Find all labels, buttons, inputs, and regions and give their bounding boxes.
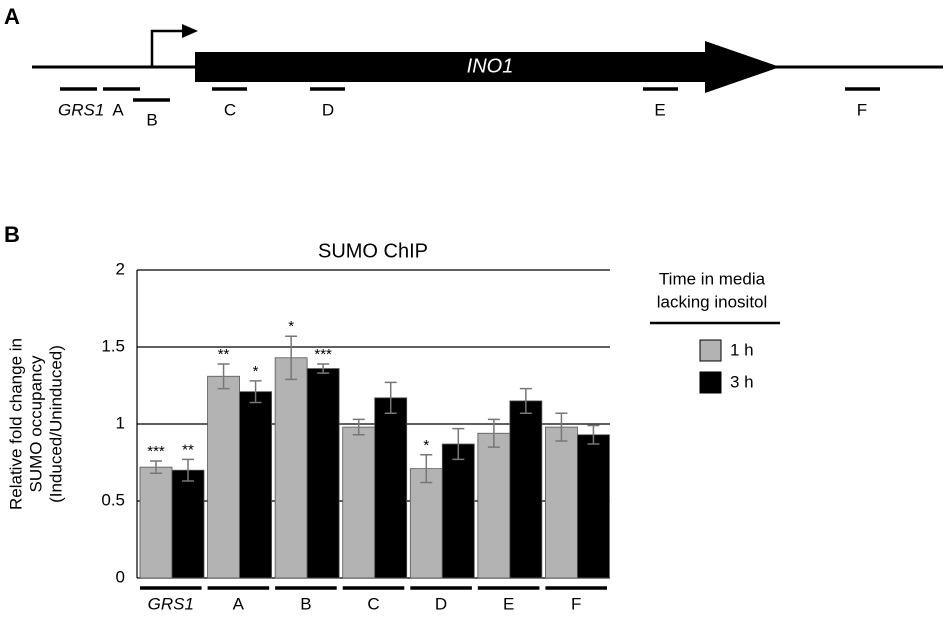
bar xyxy=(441,443,475,579)
bar xyxy=(577,434,610,579)
error-bar xyxy=(587,424,600,445)
significance: * xyxy=(288,318,294,335)
x-tick-label: C xyxy=(367,594,379,613)
legend-title: Time in media xyxy=(659,269,766,288)
amplicon-label: C xyxy=(224,100,236,119)
amplicon-label: A xyxy=(112,100,124,119)
error-bar xyxy=(285,335,298,381)
y-axis-title-line: (Induced/Uninduced) xyxy=(46,345,65,503)
chart-title: SUMO ChIP xyxy=(318,240,428,262)
x-tick-label: E xyxy=(503,594,514,613)
significance: * xyxy=(253,363,259,380)
error-bar xyxy=(249,380,262,404)
bar xyxy=(306,368,340,579)
legend-title: lacking inositol xyxy=(657,292,768,311)
gene-arrow xyxy=(195,41,780,93)
significance: ** xyxy=(218,346,230,363)
amplicon-label: B xyxy=(146,110,157,129)
y-tick-label: 1 xyxy=(116,413,125,432)
significance: * xyxy=(423,437,429,454)
x-tick-label: F xyxy=(571,594,581,613)
error-bar xyxy=(352,418,365,436)
bar xyxy=(139,466,173,579)
amplicon-label: GRS1 xyxy=(58,100,104,119)
error-bar xyxy=(217,363,230,390)
legend-label: 1 h xyxy=(730,340,754,359)
amplicon-label: E xyxy=(654,100,665,119)
legend-swatch xyxy=(699,371,722,394)
y-tick-label: 2 xyxy=(116,259,125,278)
error-bar xyxy=(182,458,194,482)
error-bar xyxy=(420,454,433,484)
y-tick-label: 0 xyxy=(116,567,125,586)
x-tick-label: D xyxy=(435,594,447,613)
error-bar xyxy=(555,412,568,442)
promoter-arrow xyxy=(150,29,183,67)
bar xyxy=(207,375,240,579)
y-tick-label: 1.5 xyxy=(101,336,125,355)
panel-label: A xyxy=(4,4,20,29)
error-bar xyxy=(317,363,330,374)
legend-label: 3 h xyxy=(730,372,754,391)
panel-label: B xyxy=(4,222,20,247)
error-bar xyxy=(150,460,162,475)
y-axis-title: Relative fold change in SUMO occupancy (… xyxy=(6,338,65,510)
error-bar xyxy=(452,427,465,461)
y-axis-title-line: SUMO occupancy xyxy=(26,355,45,492)
amplicon-label: D xyxy=(322,100,334,119)
significance: ** xyxy=(182,441,194,458)
bar xyxy=(509,400,543,579)
bar xyxy=(374,397,408,579)
amplicons xyxy=(60,87,880,102)
promoter-arrowhead xyxy=(182,24,198,38)
x-tick-label: A xyxy=(233,594,245,613)
error-bar xyxy=(384,381,397,414)
x-tick-label: B xyxy=(300,594,311,613)
bar xyxy=(342,426,376,579)
gene-label: INO1 xyxy=(467,55,514,77)
significance: *** xyxy=(314,346,332,363)
bar xyxy=(545,426,578,579)
bar xyxy=(409,468,443,579)
y-tick-label: 0.5 xyxy=(101,490,125,509)
bar xyxy=(477,432,511,579)
legend-swatch xyxy=(699,339,722,362)
bar xyxy=(274,357,308,579)
y-axis-title-line: Relative fold change in xyxy=(6,338,25,510)
significance: *** xyxy=(147,443,165,460)
x-tick-label: GRS1 xyxy=(148,594,194,613)
error-bar xyxy=(519,387,532,414)
error-bar xyxy=(487,418,500,448)
bar xyxy=(239,391,272,579)
bar xyxy=(171,469,205,579)
amplicon-label: F xyxy=(857,100,867,119)
